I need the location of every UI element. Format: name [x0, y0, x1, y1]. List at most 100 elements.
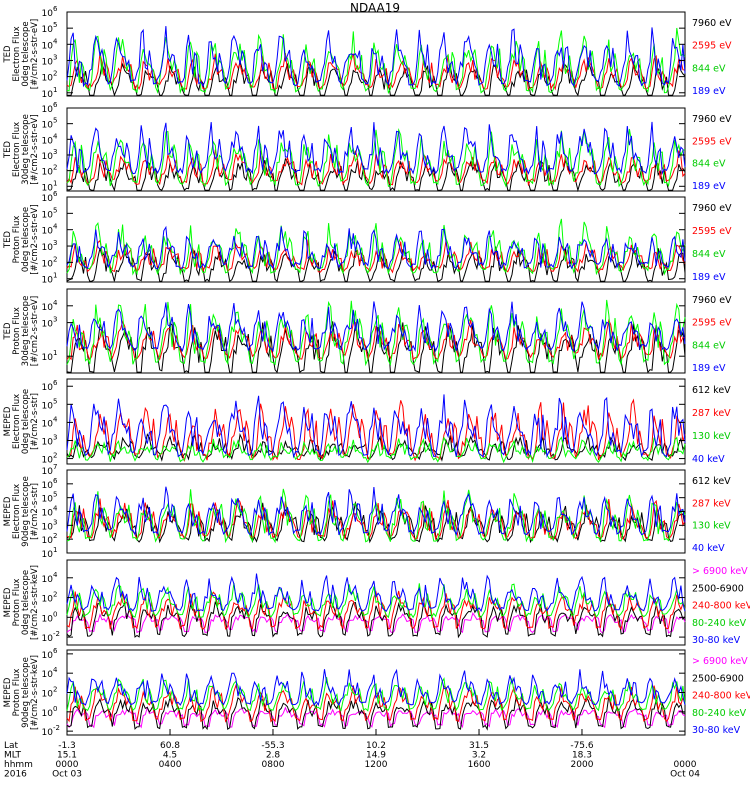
y-axis-label-line: [#/cm2-s-str]: [30, 393, 40, 450]
y-axis-label-line: Proton Flux: [12, 579, 22, 627]
x-tick-label: -75.6: [570, 741, 594, 751]
y-tick-label: 10: [42, 276, 54, 286]
y-axis-label-line: 90deg telescope: [21, 476, 31, 547]
y-tick-exponent: 4: [53, 223, 58, 231]
y-tick-exponent: 3: [53, 316, 57, 324]
y-tick-exponent: 4: [53, 132, 58, 140]
y-tick-label: 10: [42, 383, 54, 393]
y-axis-label-line: [#/cm2-s-str-eV]: [30, 114, 40, 184]
series-line-2: [66, 52, 686, 91]
x-tick-label: 0400: [159, 760, 182, 770]
y-tick-exponent: 4: [53, 666, 58, 674]
y-tick-label: 10: [42, 575, 54, 585]
y-tick-exponent: 7: [53, 463, 57, 471]
y-tick-label: 10: [42, 634, 54, 644]
series-line-3: [66, 127, 686, 188]
legend-entry: 844 eV: [692, 63, 726, 74]
x-row-label: 2016: [4, 770, 27, 780]
series-line-1: [66, 612, 686, 634]
legend-entry: 80-240 keV: [692, 618, 747, 629]
y-tick-exponent: 1: [53, 179, 57, 187]
x-tick-label: 31.5: [469, 741, 489, 751]
y-tick-label: 10: [42, 467, 54, 477]
y-axis-label-line: TED: [3, 140, 13, 159]
series-line-2: [66, 398, 686, 462]
x-tick-label: 3.2: [472, 751, 486, 761]
y-tick-label: 10: [42, 320, 54, 330]
series-line-4: [66, 26, 686, 88]
y-tick-exponent: 5: [53, 491, 57, 499]
y-tick-exponent: 3: [53, 433, 57, 441]
legend-entry: 287 keV: [692, 498, 731, 509]
legend-entry: 2595 eV: [692, 318, 732, 329]
x-tick-label: 18.3: [572, 751, 592, 761]
y-axis-label-line: MEPED: [3, 496, 13, 526]
y-tick-label: 10: [42, 9, 54, 19]
y-tick-label: 10: [42, 419, 54, 429]
y-axis-label-line: 0deg telescope: [21, 570, 31, 635]
y-tick-exponent: 5: [53, 206, 57, 214]
series-line-4: [66, 121, 686, 176]
y-tick-label: 10: [42, 74, 54, 84]
y-tick-label: 10: [42, 105, 54, 115]
y-tick-exponent: 0: [53, 610, 57, 618]
legend-entry: > 6900 keV: [692, 656, 748, 667]
y-axis-label-line: MEPED: [3, 587, 13, 617]
y-tick-exponent: 1: [53, 349, 57, 357]
y-tick-exponent: 2: [53, 452, 57, 460]
panel-frame: [66, 107, 686, 192]
y-tick-exponent: 6: [53, 190, 58, 198]
panel-frame: [66, 196, 686, 283]
y-axis-label: TED Proton Flux 0deg telescope [#/cm2-s-str…: [3, 204, 40, 274]
legend-entry: 7960 eV: [692, 203, 732, 214]
series-line-1: [67, 60, 686, 97]
y-tick-label: 10: [42, 550, 54, 560]
series-line-5: [66, 668, 686, 707]
y-tick-exponent: 6: [53, 477, 58, 485]
panel-frame: [66, 11, 686, 97]
y-tick-label: 10: [42, 709, 54, 719]
legend-entry: 7960 eV: [692, 18, 732, 29]
y-axis-label-line: Electron Flux: [12, 484, 22, 539]
x-tick-label: 2.8: [266, 751, 281, 761]
legend-entry: 612 keV: [692, 476, 731, 487]
legend-entry: 2595 eV: [692, 41, 732, 52]
y-axis-label-line: TED: [3, 322, 13, 341]
series-line-3: [66, 436, 686, 464]
x-tick-label: 14.9: [366, 751, 386, 761]
y-axis-label-line: [#/cm2-s-str-keV]: [30, 565, 40, 640]
series-line-4: [66, 225, 686, 270]
legend-entry: 30-80 keV: [692, 635, 741, 646]
y-axis-label-line: Electron Flux: [12, 122, 22, 177]
x-row-label: Lat: [4, 741, 19, 751]
x-tick-label: 0000: [674, 760, 697, 770]
legend-entry: 189 eV: [692, 363, 726, 374]
y-tick-label: 10: [42, 509, 54, 519]
legend-entry: 189 eV: [692, 181, 726, 192]
y-tick-exponent: 2: [53, 532, 57, 540]
y-tick-exponent: 3: [53, 53, 57, 61]
y-tick-exponent: 5: [53, 117, 57, 125]
y-axis-label: TED Electron Flux 0deg telescope [#/cm2-s-s…: [3, 19, 40, 89]
y-tick-label: 10: [42, 227, 54, 237]
y-tick-label: 10: [42, 670, 54, 680]
x-tick-label: -55.3: [261, 741, 284, 751]
y-axis-label-line: Proton Flux: [12, 216, 22, 264]
y-tick-exponent: 1: [53, 86, 57, 94]
x-tick-label: 0000: [56, 760, 79, 770]
legend-entry: 844 eV: [692, 249, 726, 260]
y-tick-label: 10: [42, 353, 54, 363]
x-tick-label: 0800: [262, 760, 285, 770]
y-tick-label: 10: [42, 25, 54, 35]
y-tick-exponent: 6: [53, 379, 58, 387]
series-line-1: [66, 157, 686, 193]
series-line-3: [66, 299, 686, 367]
